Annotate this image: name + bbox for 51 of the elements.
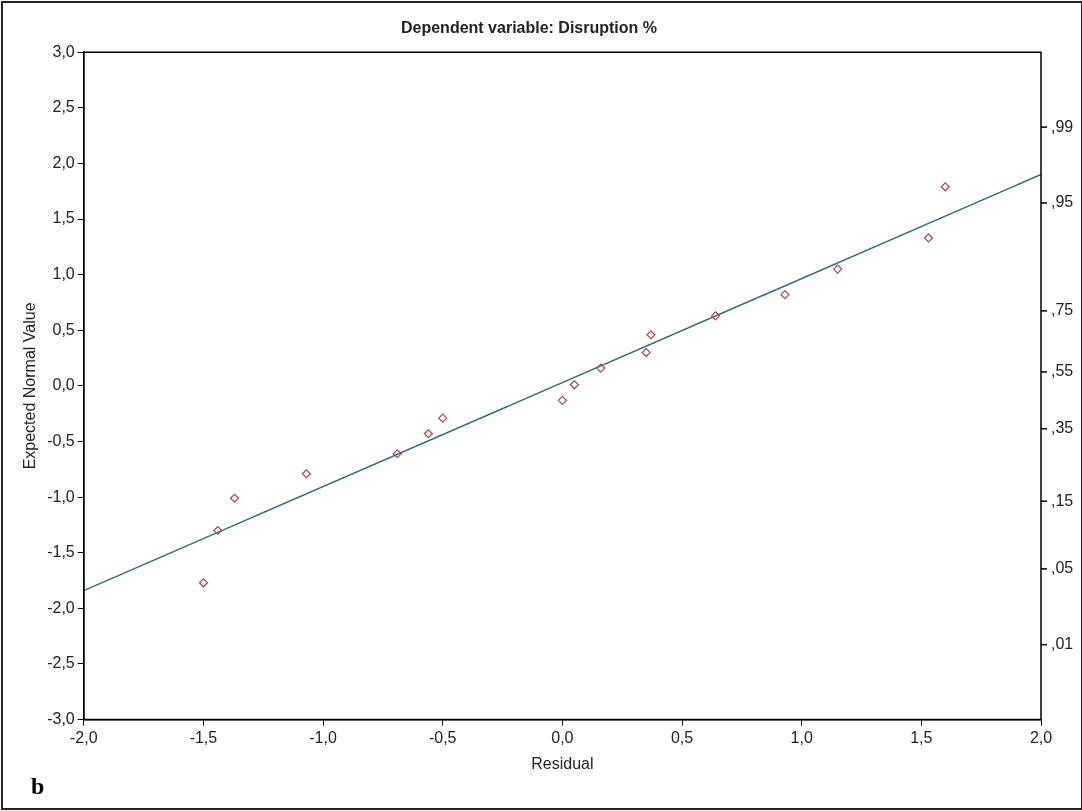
text: ,95 (1051, 193, 1074, 211)
x-tick-label: 1,0 (790, 728, 813, 746)
text: ,35 (1051, 419, 1074, 437)
y-tick-label: 2,5 (52, 98, 75, 116)
x-tick-label: -0,5 (428, 728, 457, 746)
chart-title: Dependent variable: Disruption % (400, 19, 658, 37)
y-tick-label: 2,0 (52, 153, 75, 171)
y-tick-label: -2,5 (47, 654, 75, 672)
x-axis-title: Residual (531, 754, 594, 772)
point (596, 363, 606, 373)
y-tick-label: 0,5 (52, 320, 75, 338)
point (198, 578, 209, 588)
point (646, 330, 656, 340)
text: ,05 (1051, 559, 1074, 577)
y-tick-label: -1,5 (47, 543, 75, 561)
y-tick-label: -3,0 (47, 710, 75, 728)
x-tick-label: 2,0 (1029, 728, 1053, 746)
point (641, 347, 651, 358)
text: b (31, 773, 45, 800)
point (940, 182, 950, 192)
point (213, 525, 223, 536)
y-tick-label: -2,0 (47, 598, 75, 616)
point (423, 429, 433, 439)
x-tick-label: 0,5 (670, 728, 694, 746)
x-tick-label: -1,0 (309, 728, 337, 746)
y-tick-label: -1,0 (47, 487, 75, 505)
x-tick-label: 1,5 (910, 728, 933, 746)
x-tick-label: -1,5 (189, 728, 218, 746)
x-tick-label: 0,0 (551, 728, 574, 746)
point (832, 264, 843, 274)
point (569, 380, 579, 390)
point (229, 493, 240, 503)
y-tick-label: 1,0 (52, 265, 75, 283)
text: ,99 (1051, 117, 1074, 135)
point (923, 233, 934, 243)
x-tick-label: -2,0 (69, 728, 98, 746)
text: ,75 (1051, 301, 1074, 319)
text: ,55 (1051, 362, 1074, 380)
point (710, 311, 721, 321)
point (438, 413, 448, 423)
text: ,01 (1051, 635, 1074, 653)
y-axis-title: Expected Normal Value (21, 302, 39, 470)
point (301, 469, 311, 479)
point (780, 290, 790, 300)
y-tick-label: 0,0 (52, 376, 75, 394)
y-tick-label: 1,5 (52, 209, 75, 227)
point (392, 449, 402, 459)
point (557, 395, 567, 405)
y-tick-label: -0,5 (47, 431, 75, 449)
text: ,15 (1051, 491, 1074, 509)
y-tick-label: 3,0 (52, 42, 75, 60)
